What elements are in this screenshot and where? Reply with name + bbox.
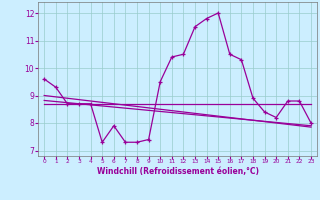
X-axis label: Windchill (Refroidissement éolien,°C): Windchill (Refroidissement éolien,°C) — [97, 167, 259, 176]
